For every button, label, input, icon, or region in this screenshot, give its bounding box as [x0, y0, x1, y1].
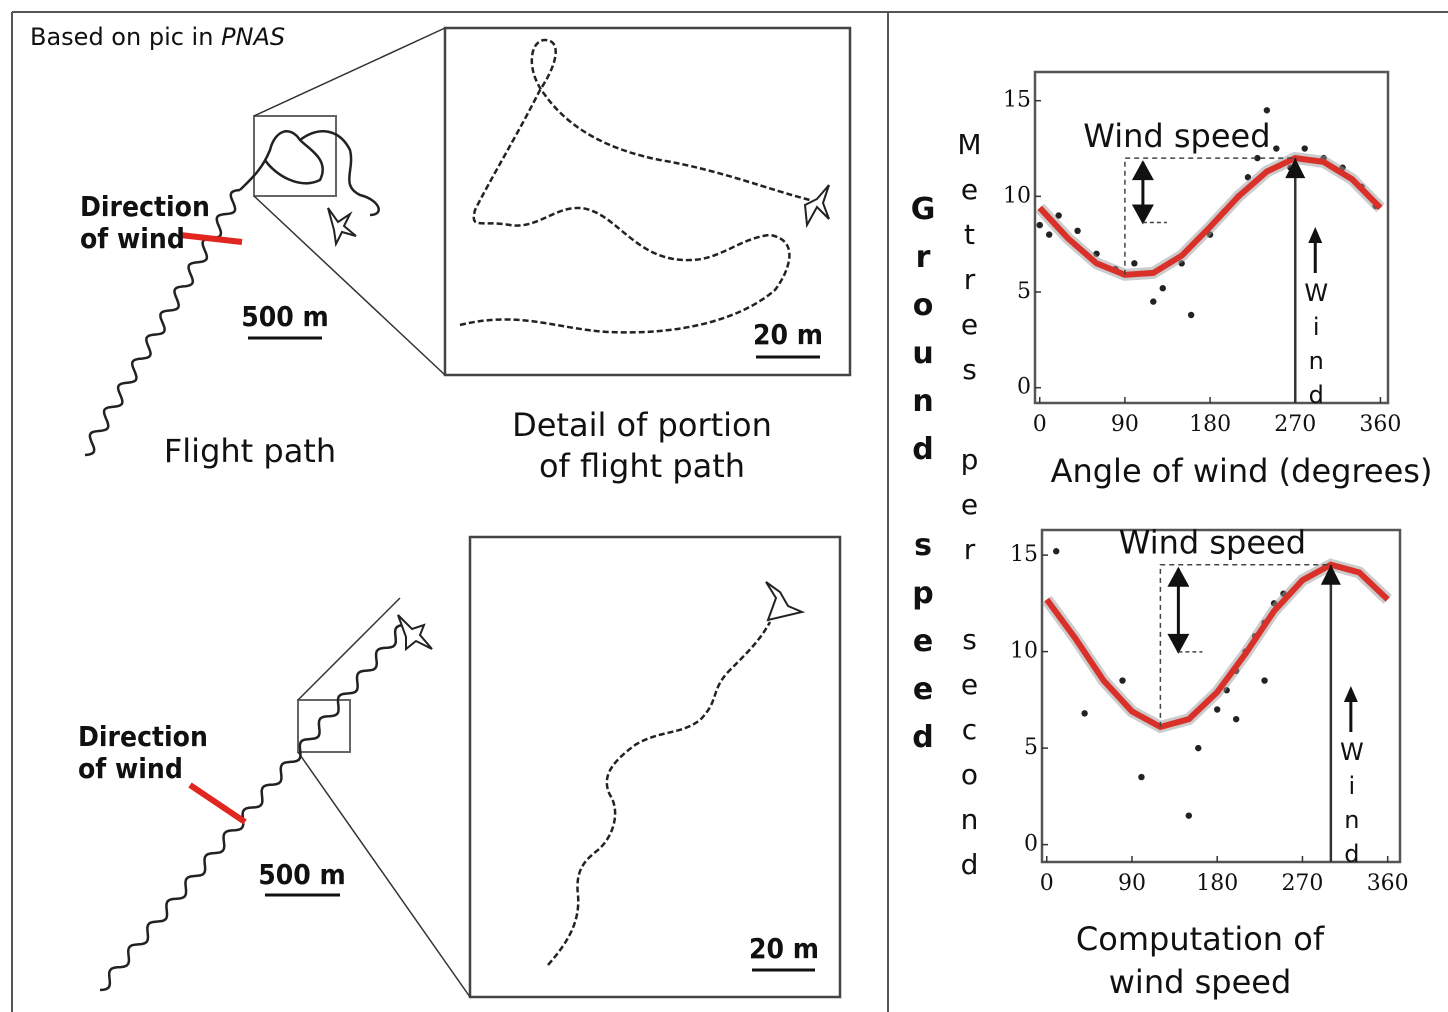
y-label: Ground speed: [906, 192, 941, 768]
data-point: [1046, 231, 1052, 237]
data-point: [1119, 677, 1125, 683]
x-tick-label: 270: [1281, 871, 1323, 896]
data-point: [1150, 298, 1156, 304]
x-tick-label: 180: [1189, 412, 1231, 437]
data-point: [1264, 107, 1270, 113]
data-point: [1081, 710, 1087, 716]
caption: Flight path: [164, 432, 336, 470]
y-tick-label: 15: [1003, 88, 1031, 113]
x-tick-label: 360: [1359, 412, 1401, 437]
data-point: [1053, 548, 1059, 554]
x-tick-label: 180: [1196, 871, 1238, 896]
x-tick-label: 0: [1040, 871, 1054, 896]
fit-line-halo: [1047, 565, 1388, 727]
x-tick-label: 270: [1274, 412, 1316, 437]
y-tick-label: 10: [1003, 183, 1031, 208]
y-tick-label: 0: [1017, 375, 1031, 400]
wind-speed-label: Wind speed: [1119, 524, 1306, 562]
data-point: [1131, 260, 1137, 266]
data-point: [1214, 706, 1220, 712]
flight-path: [100, 625, 405, 990]
data-point: [1138, 774, 1144, 780]
caption: Computation of: [1076, 920, 1325, 958]
arrow-head: [1344, 686, 1358, 702]
data-point: [1261, 677, 1267, 683]
bird: [398, 615, 432, 649]
wind-speed-label: Wind speed: [1083, 117, 1270, 155]
y-tick-label: 10: [1010, 639, 1038, 664]
direction-label: of wind: [80, 222, 185, 255]
x-tick-label: 90: [1111, 412, 1139, 437]
flight-path-detail: [460, 40, 810, 332]
data-point: [1302, 145, 1308, 151]
credit-source: PNAS: [221, 23, 285, 51]
y-units: Metres per second: [953, 128, 986, 893]
x-axis-label: Angle of wind (degrees): [1051, 452, 1433, 490]
direction-label: of wind: [78, 752, 183, 785]
caption: wind speed: [1109, 963, 1292, 1001]
data-point: [1188, 312, 1194, 318]
data-point: [1037, 222, 1043, 228]
flight-path-detail: [548, 622, 770, 965]
bird: [328, 208, 356, 244]
credit: Based on pic in PNAS: [30, 23, 285, 51]
x-tick-label: 0: [1033, 412, 1047, 437]
charts: 0 5 10 15 0 90 180 270 360 Angle of wind (degrees…: [1003, 72, 1432, 896]
x-tick-label: 90: [1118, 871, 1146, 896]
y-tick-label: 0: [1024, 832, 1038, 857]
x-tick-label: 360: [1367, 871, 1409, 896]
y-tick-label: 15: [1010, 542, 1038, 567]
data-point: [1273, 145, 1279, 151]
direction-label: Direction: [78, 720, 208, 753]
scale-label: 500 m: [258, 858, 346, 891]
data-point: [1233, 716, 1239, 722]
bird: [805, 185, 829, 225]
zoom-box: [298, 700, 350, 752]
caption: of flight path: [539, 447, 745, 485]
data-point: [1160, 285, 1166, 291]
arrow-head: [1308, 227, 1322, 243]
fit-line: [1047, 565, 1388, 727]
fit-line: [1040, 158, 1381, 275]
y-tick-label: 5: [1017, 279, 1031, 304]
scale-label: 500 m: [241, 300, 329, 333]
data-point: [1186, 812, 1192, 818]
bird: [766, 582, 802, 620]
wind-label: Wind: [1302, 279, 1330, 415]
scale-label: 20 m: [749, 932, 819, 965]
wind-label: Wind: [1338, 738, 1366, 874]
scale-label: 20 m: [753, 318, 823, 351]
caption: Detail of portion: [512, 406, 772, 444]
zoom-line: [254, 196, 445, 375]
direction-label: Direction: [80, 190, 210, 223]
data-point: [1195, 745, 1201, 751]
y-tick-label: 5: [1024, 735, 1038, 760]
data-point: [1074, 228, 1080, 234]
wind-direction: [190, 785, 245, 822]
figure: Based on pic in PNAS Direction of wind 5…: [0, 0, 1448, 1012]
wind-direction: [180, 235, 242, 242]
credit-prefix: Based on pic in: [30, 23, 213, 51]
